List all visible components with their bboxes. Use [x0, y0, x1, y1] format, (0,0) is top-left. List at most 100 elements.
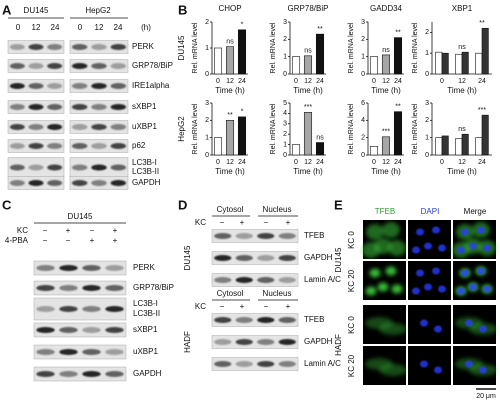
cell-line: DU145 [183, 245, 192, 270]
y-axis-label: Rel. mRNA level [348, 22, 355, 73]
bar [435, 137, 443, 156]
blot-strip [33, 280, 127, 296]
blot-band [59, 265, 78, 271]
nucleus [434, 325, 442, 333]
micrograph [408, 346, 451, 385]
x-axis-label: Time (h) [371, 167, 401, 176]
x-tick-label: 12 [382, 78, 390, 85]
nucleus [457, 246, 465, 254]
chart-title: XBP1 [452, 4, 473, 13]
time-label: 12 [95, 23, 104, 32]
blot-strip [211, 357, 299, 371]
bar [455, 53, 463, 75]
panel-label: C [2, 197, 12, 212]
x-axis-label: Time (h) [293, 167, 323, 176]
blot-band [105, 265, 124, 271]
y-tick-label: 1 [283, 54, 287, 61]
y-tick-label: 1 [205, 135, 209, 142]
nucleus [479, 325, 487, 333]
channel-label: Merge [464, 207, 487, 216]
significance: ** [317, 26, 323, 33]
blot-band [257, 277, 275, 283]
y-axis-label: Rel. mRNA level [412, 22, 419, 73]
y-axis-label: Rel. mRNA level [192, 22, 199, 73]
cell-signal [385, 266, 397, 276]
y-tick-label: 3 [425, 100, 429, 107]
chart-title: GADD34 [370, 4, 403, 13]
nucleus [477, 226, 485, 234]
protein-label: GRP78/BiP [133, 283, 174, 292]
time-label: 12 [32, 23, 41, 32]
nucleus [416, 228, 424, 236]
y-tick-label: 0 [361, 71, 365, 78]
x-tick-label: 24 [478, 159, 486, 166]
blot-band [278, 233, 296, 239]
blot-band [36, 285, 55, 291]
treatment-sign: − [220, 302, 225, 311]
significance: *** [382, 129, 390, 136]
treatment-sign: − [264, 302, 269, 311]
bar [315, 33, 325, 75]
blot-band [91, 44, 107, 50]
blot-band [36, 306, 55, 312]
blot-band [47, 104, 63, 110]
y-tick-label: 1 [283, 141, 287, 148]
y-tick-label: 2 [361, 135, 365, 142]
blot-band [71, 83, 88, 89]
cell-line: HepG2 [85, 6, 111, 15]
y-axis-label: Rel. mRNA level [270, 103, 277, 154]
blot-band [105, 327, 124, 333]
bar [369, 56, 379, 75]
nucleus [416, 269, 424, 277]
significance: ** [227, 112, 233, 119]
x-axis-label: Time (h) [215, 167, 245, 176]
x-tick-label: 24 [316, 159, 324, 166]
x-tick-label: 12 [304, 159, 312, 166]
cell-line: DU145 [24, 6, 49, 15]
cell-signal [388, 240, 406, 256]
y-tick-label: 2 [205, 117, 209, 124]
bar [381, 136, 391, 156]
y-axis-label: Rel. mRNA level [270, 22, 277, 73]
y-tick-label: 4 [283, 110, 287, 117]
protein-label: IRE1alpha [132, 81, 170, 90]
x-axis-label: Time (h) [293, 86, 323, 95]
blot-band [9, 180, 25, 186]
blot-band [214, 361, 232, 367]
significance: * [241, 22, 244, 29]
blot-band [47, 180, 63, 186]
blot-band [28, 44, 44, 50]
blot-band [91, 63, 107, 69]
nucleus [424, 242, 432, 250]
x-tick-label: 0 [294, 159, 298, 166]
fraction-label: Nucleus [263, 289, 292, 298]
blot-band [59, 327, 78, 333]
blot-band [59, 371, 78, 377]
x-tick-label: 12 [226, 78, 234, 85]
blot-band [59, 349, 78, 355]
blot-band [110, 104, 127, 110]
blot-band [105, 349, 124, 355]
blot-band [28, 143, 44, 149]
blot-band [9, 164, 25, 171]
blot-band [278, 255, 296, 261]
blot-band [71, 124, 88, 130]
x-tick-label: 24 [478, 78, 486, 85]
blot-band [47, 124, 63, 130]
blot-band [214, 317, 232, 323]
bar [455, 138, 463, 156]
x-tick-label: 0 [440, 159, 444, 166]
nucleus [477, 267, 485, 275]
y-axis-label: Rel. mRNA level [348, 103, 355, 154]
blot-band [278, 361, 296, 367]
x-tick-label: 12 [458, 159, 466, 166]
time-label: 24 [114, 23, 123, 32]
nucleus [412, 246, 420, 254]
blot-band [91, 164, 107, 171]
x-axis-label: Time (h) [371, 86, 401, 95]
blot-band [9, 104, 25, 110]
blot-band [257, 361, 275, 367]
blot-strip [211, 229, 299, 243]
blot-band [28, 63, 44, 69]
cell-line: HADF [183, 331, 192, 353]
